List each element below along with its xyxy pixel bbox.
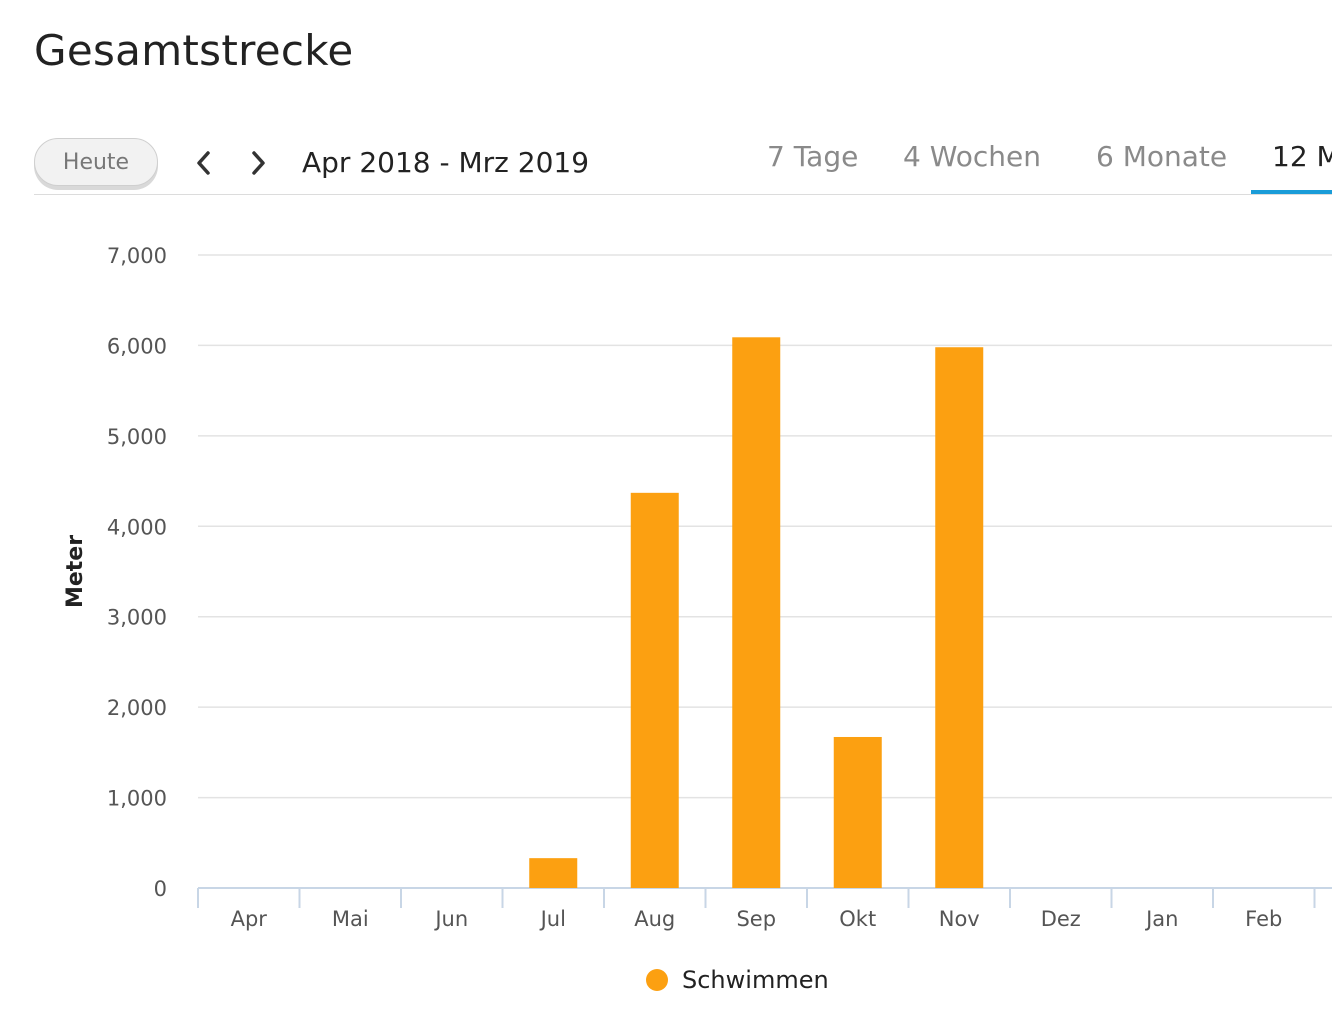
chevron-right-icon[interactable] xyxy=(244,148,272,178)
x-tick-label: Okt xyxy=(839,907,876,931)
today-button[interactable]: Heute xyxy=(34,138,158,186)
x-tick-label: Apr xyxy=(231,907,268,931)
x-tick-label: Feb xyxy=(1245,907,1282,931)
bar-sep xyxy=(732,337,781,888)
bar-aug xyxy=(630,492,679,888)
bar-nov xyxy=(935,347,984,888)
x-tick-label: Aug xyxy=(634,907,675,931)
bar-jul xyxy=(529,858,578,888)
x-tick-label: Dez xyxy=(1041,907,1081,931)
y-tick-label: 4,000 xyxy=(107,515,167,539)
chart-legend[interactable]: Schwimmen xyxy=(646,966,829,994)
y-tick-label: 3,000 xyxy=(107,606,167,630)
bar-chart: 0 1,000 2,000 3,000 4,000 5,000 6,000 7,000 Mete… xyxy=(63,244,1332,931)
period-toolbar: Heute Apr 2018 - Mrz 2019 7 Tage 4 Woche… xyxy=(34,130,1332,195)
y-axis-label: Meter xyxy=(63,535,88,608)
y-tick-label: 5,000 xyxy=(107,425,167,449)
y-tick-label: 7,000 xyxy=(107,244,167,268)
tab-7-tage[interactable]: 7 Tage xyxy=(767,140,859,173)
page-title: Gesamtstrecke xyxy=(34,26,354,75)
y-tick-label: 2,000 xyxy=(107,696,167,720)
y-tick-label: 0 xyxy=(154,877,167,901)
y-tick-label: 6,000 xyxy=(107,334,167,358)
chevron-left-icon[interactable] xyxy=(190,148,218,178)
tab-6-monate[interactable]: 6 Monate xyxy=(1096,140,1228,173)
tab-12-monate[interactable]: 12 M xyxy=(1272,140,1332,173)
y-tick-label: 1,000 xyxy=(107,787,167,811)
x-tick-label: Jun xyxy=(433,907,468,931)
tab-4-wochen[interactable]: 4 Wochen xyxy=(903,140,1042,173)
active-tab-indicator xyxy=(1251,190,1332,194)
x-tick-label: Jan xyxy=(1144,907,1178,931)
x-tick-label: Jul xyxy=(539,907,566,931)
x-tick-label: Mai xyxy=(332,907,369,931)
date-range-label: Apr 2018 - Mrz 2019 xyxy=(302,146,590,179)
legend-label-schwimmen: Schwimmen xyxy=(682,966,829,994)
bar-okt xyxy=(833,736,882,888)
x-tick-label: Sep xyxy=(736,907,776,931)
legend-swatch-schwimmen xyxy=(646,969,668,991)
tab-12-monate-clip: 12 M xyxy=(1272,130,1332,194)
x-tick-label: Nov xyxy=(939,907,980,931)
